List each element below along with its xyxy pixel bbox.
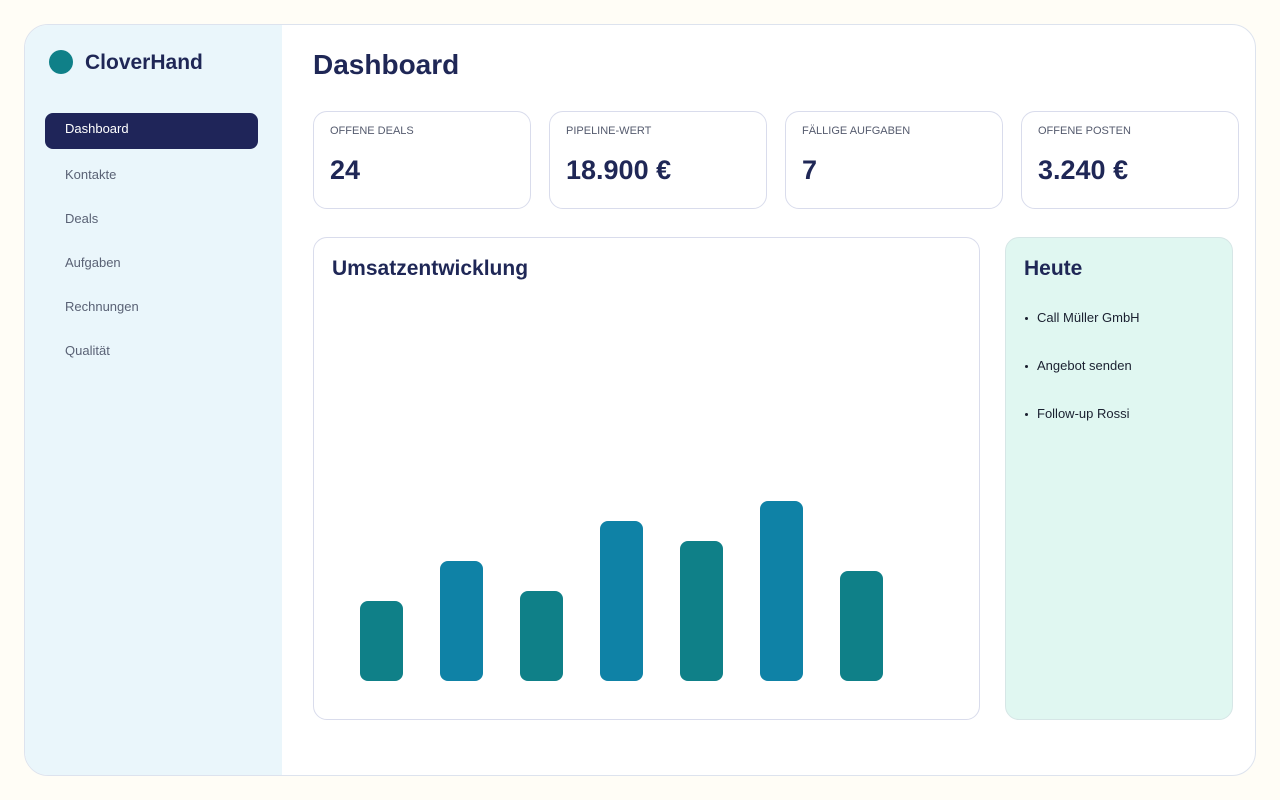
today-title: Heute bbox=[1024, 257, 1083, 280]
bar bbox=[440, 561, 483, 681]
bullet bbox=[1025, 317, 1028, 320]
nav-item[interactable]: Rechnungen bbox=[65, 299, 139, 314]
chart-title: Umsatzentwicklung bbox=[332, 257, 529, 280]
nav-item[interactable]: Deals bbox=[65, 211, 99, 226]
kpi-label: FÄLLIGE AUFGABEN bbox=[802, 125, 911, 137]
kpi-card: OFFENE DEALS 24 bbox=[313, 111, 531, 209]
page-title: Dashboard bbox=[313, 49, 460, 80]
bar bbox=[600, 521, 643, 681]
bullet bbox=[1025, 413, 1028, 416]
bullet bbox=[1025, 365, 1028, 368]
kpi-card: OFFENE POSTEN 3.240 € bbox=[1021, 111, 1239, 209]
task-item[interactable]: Call Müller GmbH bbox=[1037, 310, 1140, 325]
bar bbox=[760, 501, 803, 681]
kpi-value: 3.240 € bbox=[1038, 155, 1129, 185]
kpi-value: 24 bbox=[330, 155, 361, 185]
task-item[interactable]: Follow-up Rossi bbox=[1037, 406, 1130, 421]
bar bbox=[520, 591, 563, 681]
kpi-value: 18.900 € bbox=[566, 155, 672, 185]
nav-item[interactable]: Kontakte bbox=[65, 167, 117, 182]
task-item[interactable]: Angebot senden bbox=[1037, 358, 1132, 373]
chart-card: Umsatzentwicklung bbox=[313, 237, 980, 720]
today-card: Heute Call Müller GmbH Angebot senden Foll… bbox=[1005, 237, 1233, 720]
bar bbox=[360, 601, 403, 681]
nav-item[interactable]: Dashboard bbox=[45, 113, 258, 149]
kpi-card: FÄLLIGE AUFGABEN 7 bbox=[785, 111, 1003, 209]
bar bbox=[840, 571, 883, 681]
kpi-label: OFFENE DEALS bbox=[330, 125, 414, 137]
logo bbox=[49, 50, 73, 74]
nav-item[interactable]: Qualität bbox=[65, 343, 110, 358]
brand: CloverHand bbox=[85, 51, 203, 74]
app-frame: CloverHand Dashboard Kontakte Deals Aufgabe… bbox=[24, 24, 1256, 776]
nav-item[interactable]: Aufgaben bbox=[65, 255, 121, 270]
sidebar: CloverHand Dashboard Kontakte Deals Aufgabe… bbox=[25, 25, 282, 775]
kpi-label: PIPELINE-WERT bbox=[566, 125, 652, 137]
bar bbox=[680, 541, 723, 681]
kpi-card: PIPELINE-WERT 18.900 € bbox=[549, 111, 767, 209]
kpi-value: 7 bbox=[802, 155, 818, 185]
kpi-label: OFFENE POSTEN bbox=[1038, 125, 1131, 137]
